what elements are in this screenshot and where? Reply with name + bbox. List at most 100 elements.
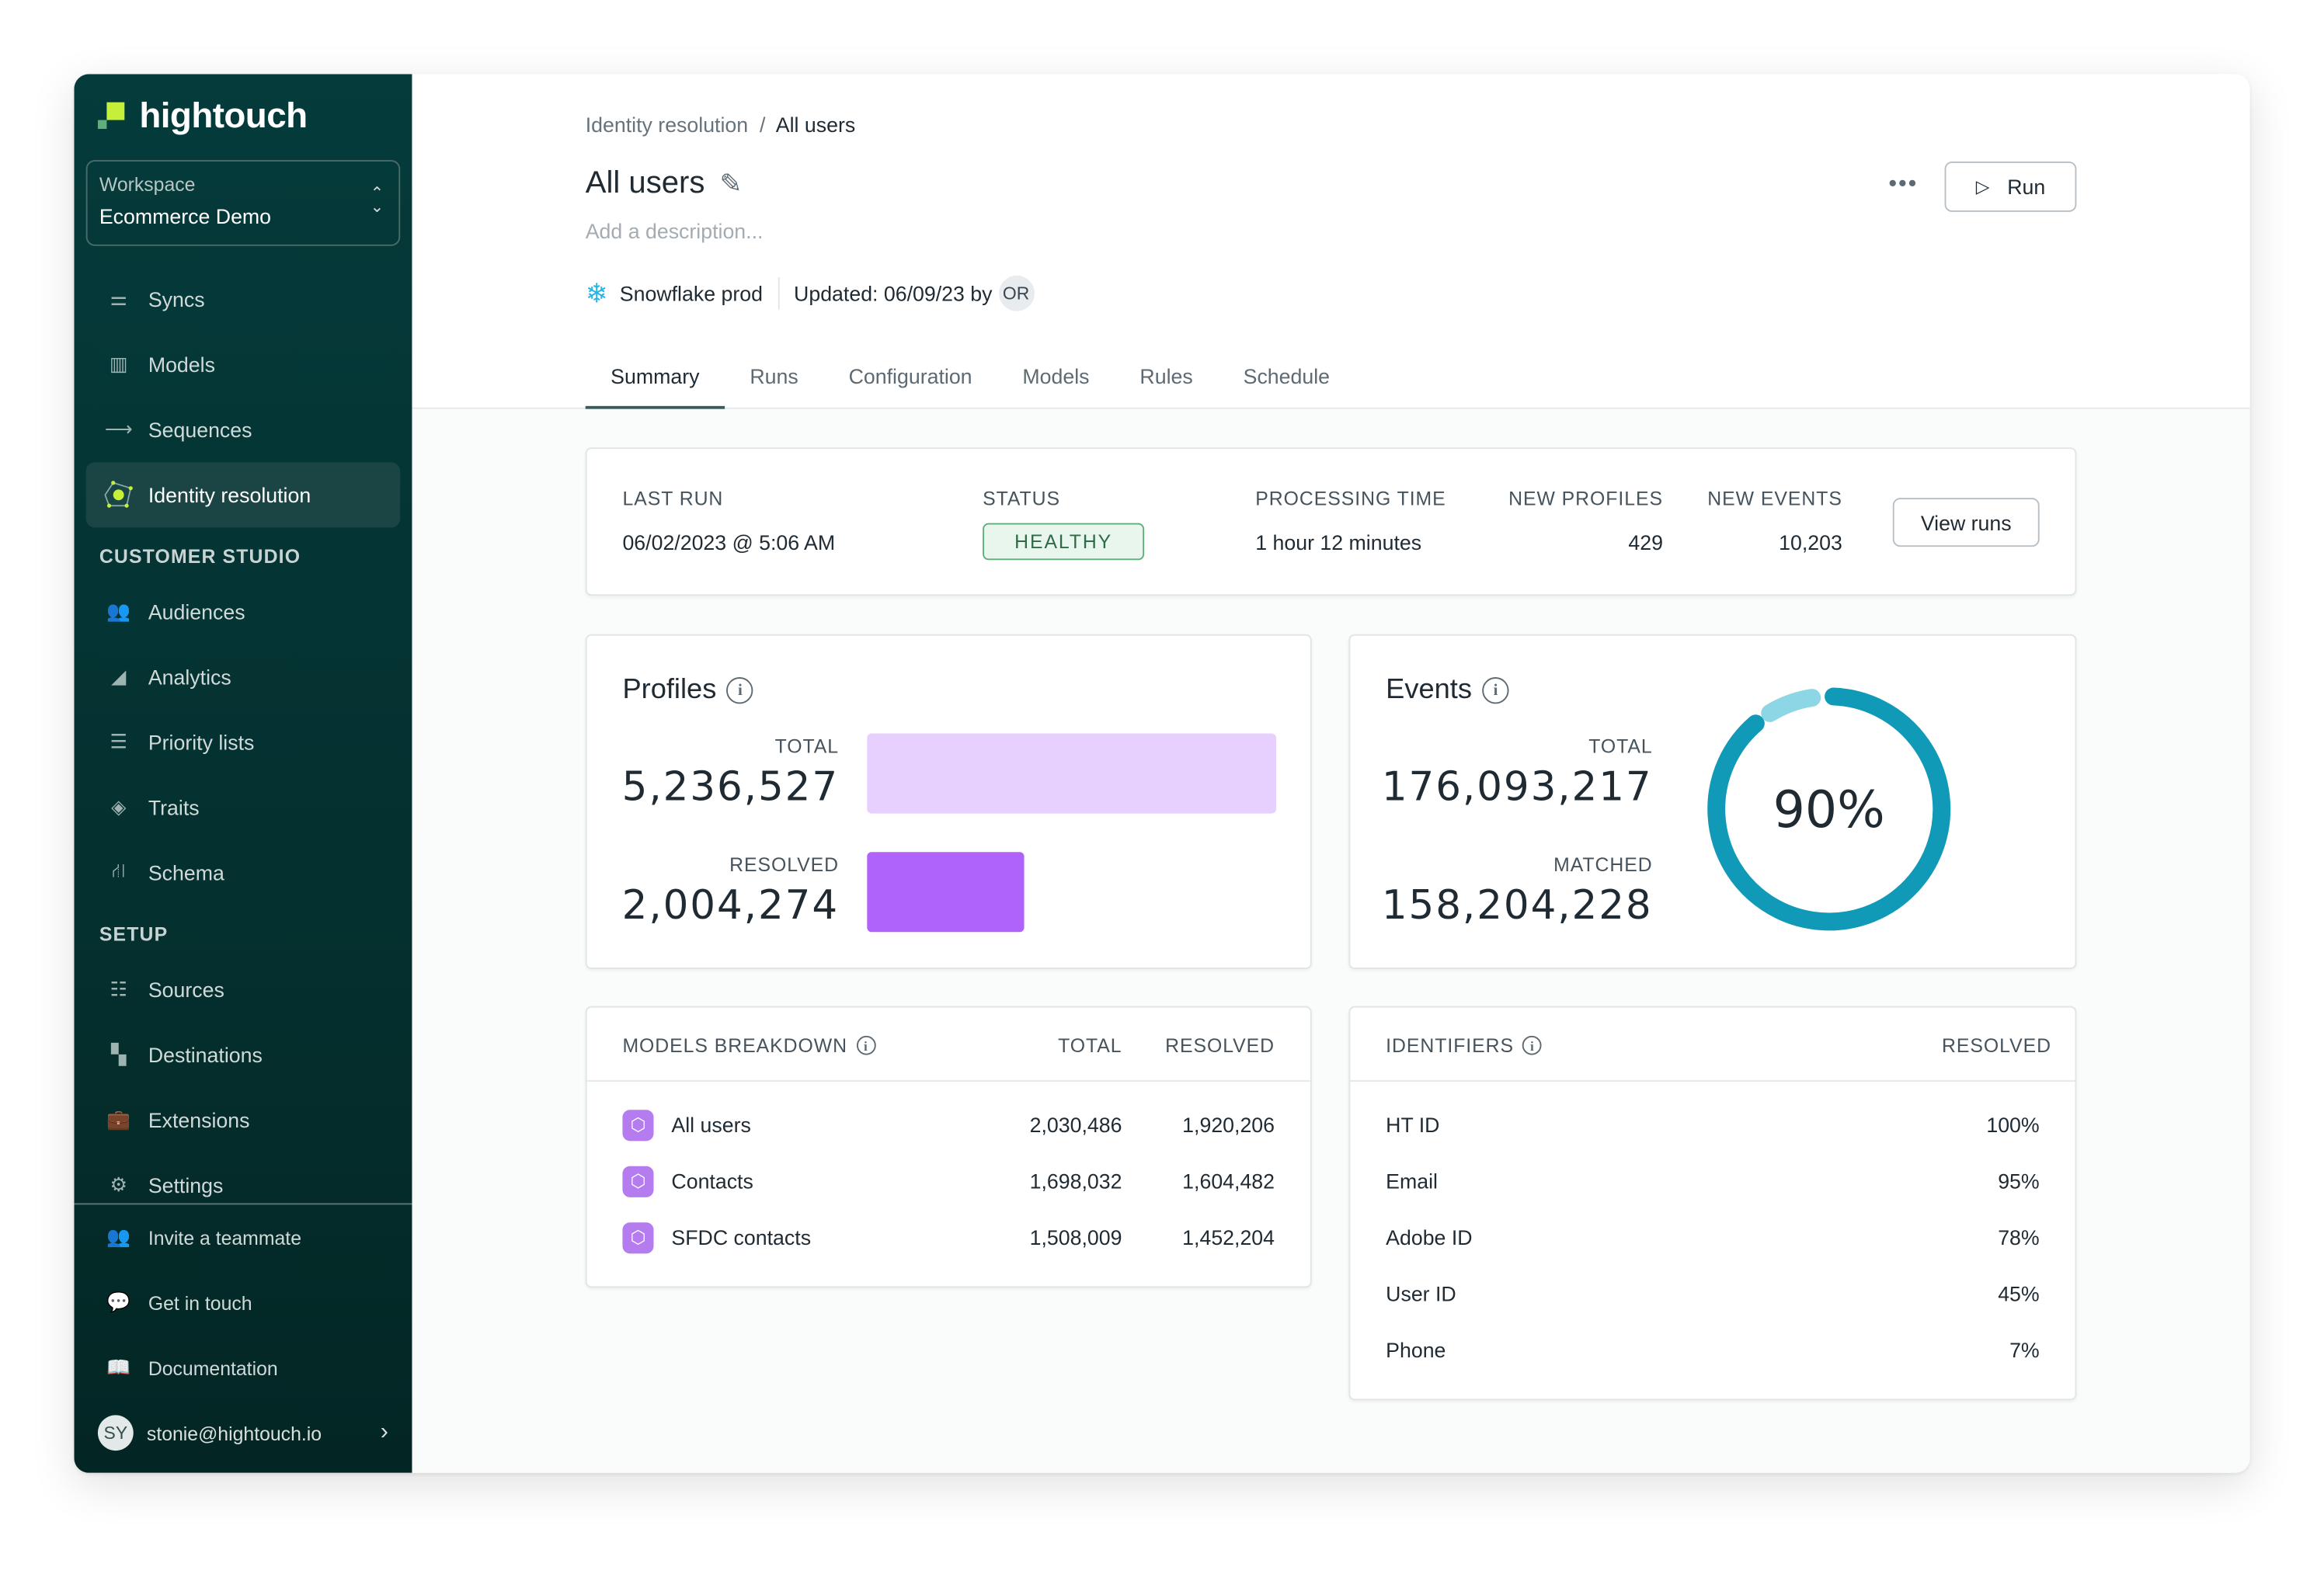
processing-time-value: 1 hour 12 minutes — [1255, 530, 1422, 554]
chevron-right-icon: › — [380, 1419, 388, 1445]
tab-rules[interactable]: Rules — [1139, 364, 1193, 388]
schema-icon: ⛙ — [111, 859, 126, 882]
events-heading: Events i — [1386, 674, 1509, 707]
sidebar-item-label: Identity resolution — [148, 483, 311, 507]
user-email: stonie@hightouch.io — [146, 1421, 322, 1444]
get-in-touch-link[interactable]: 💬 Get in touch — [74, 1270, 412, 1335]
sidebar-item-label: Traits — [148, 795, 200, 820]
identifier-name: User ID — [1386, 1281, 1456, 1306]
identifiers-card: IDENTIFIERS i RESOLVED HT ID 100% Email 95% A… — [1348, 1006, 2077, 1401]
sidebar-item-label: Destinations — [148, 1043, 263, 1067]
identifier-name: Phone — [1386, 1338, 1446, 1362]
events-matched-label: MATCHED — [1553, 853, 1653, 876]
hightouch-logo-icon — [97, 102, 127, 132]
column-header-resolved: RESOLVED — [1942, 1034, 2051, 1057]
sidebar-item-settings[interactable]: ⚙ Settings — [74, 1153, 412, 1204]
sidebar-item-sources[interactable]: ☷ Sources — [74, 957, 412, 1023]
status-label: STATUS — [983, 487, 1061, 510]
title-text: All users — [585, 165, 705, 200]
sidebar-item-syncs[interactable]: ⚌ Syncs — [74, 266, 412, 332]
sidebar-item-identity-resolution[interactable]: Identity resolution — [85, 462, 401, 528]
models-breakdown-header: MODELS BREAKDOWN i TOTAL RESOLVED — [586, 1008, 1310, 1082]
info-icon[interactable]: i — [1482, 677, 1509, 704]
breadcrumb-parent[interactable]: Identity resolution — [585, 113, 749, 137]
tab-configuration[interactable]: Configuration — [848, 364, 972, 388]
user-menu[interactable]: SY stonie@hightouch.io › — [74, 1400, 412, 1465]
description-input[interactable]: Add a description... — [585, 219, 764, 243]
identifier-row: Adobe ID 78% — [1350, 1209, 2075, 1266]
model-row[interactable]: ⬡ All users 2,030,486 1,920,206 — [587, 1096, 1310, 1153]
events-matched-value: 158,204,228 — [1381, 883, 1653, 929]
column-header-resolved: RESOLVED — [1165, 1034, 1275, 1057]
tab-summary[interactable]: Summary — [585, 349, 725, 409]
play-icon: ▷ — [1975, 176, 1990, 197]
identifier-row: HT ID 100% — [1350, 1096, 2075, 1153]
tab-runs[interactable]: Runs — [750, 364, 798, 388]
invite-teammate-link[interactable]: 👥 Invite a teammate — [74, 1204, 412, 1270]
pencil-icon[interactable]: ✎ — [719, 168, 743, 198]
sidebar-item-extensions[interactable]: 💼 Extensions — [74, 1088, 412, 1153]
events-title: Events — [1386, 674, 1473, 706]
breadcrumb-current: All users — [775, 113, 856, 137]
footer-label: Documentation — [148, 1356, 278, 1379]
avatar: SY — [97, 1415, 134, 1451]
tab-models[interactable]: Models — [1022, 364, 1090, 388]
footer-label: Invite a teammate — [148, 1226, 301, 1249]
models-breakdown-card: MODELS BREAKDOWN i TOTAL RESOLVED ⬡ All us… — [585, 1006, 1312, 1288]
sidebar-item-traits[interactable]: ◈ Traits — [74, 775, 412, 840]
app-window: hightouch Workspace Ecommerce Demo ⌃ ⌄ ⚌ S… — [74, 74, 2250, 1473]
sidebar-item-label: Schema — [148, 860, 224, 885]
brand-name: hightouch — [139, 96, 308, 137]
priority-lists-icon: ☰ — [110, 730, 127, 753]
users-icon: 👥 — [106, 1225, 131, 1248]
profiles-card: Profiles i TOTAL 5,236,527 RESOLVED 2,004… — [585, 634, 1312, 969]
sidebar: hightouch Workspace Ecommerce Demo ⌃ ⌄ ⚌ S… — [74, 74, 412, 1473]
logo[interactable]: hightouch — [74, 74, 412, 160]
model-resolved: 1,920,206 — [1182, 1113, 1275, 1137]
model-name: Contacts — [671, 1169, 753, 1194]
briefcase-icon: 💼 — [106, 1108, 131, 1131]
identifier-name: HT ID — [1386, 1113, 1440, 1137]
view-runs-button[interactable]: View runs — [1892, 498, 2040, 547]
more-options-button[interactable]: ••• — [1888, 172, 1919, 197]
book-icon: 📖 — [106, 1356, 131, 1378]
info-icon[interactable]: i — [1522, 1035, 1543, 1055]
workspace-selector[interactable]: Workspace Ecommerce Demo ⌃ ⌄ — [85, 160, 401, 246]
model-total: 1,508,009 — [1029, 1225, 1122, 1249]
identifier-name: Email — [1386, 1169, 1438, 1194]
sidebar-item-models[interactable]: ▥ Models — [74, 332, 412, 397]
source-meta: ❄ Snowflake prod Updated: 06/09/23 by OR — [586, 275, 1034, 311]
model-row[interactable]: ⬡ SFDC contacts 1,508,009 1,452,204 — [587, 1209, 1310, 1266]
sidebar-item-schema[interactable]: ⛙ Schema — [74, 840, 412, 905]
model-name: SFDC contacts — [671, 1225, 812, 1249]
info-icon[interactable]: i — [726, 677, 754, 704]
sidebar-item-analytics[interactable]: ◢ Analytics — [74, 645, 412, 710]
model-row[interactable]: ⬡ Contacts 1,698,032 1,604,482 — [587, 1153, 1310, 1210]
section-customer-studio: CUSTOMER STUDIO — [99, 545, 301, 568]
source-name[interactable]: Snowflake prod — [619, 281, 763, 306]
sidebar-item-sequences[interactable]: ⟶ Sequences — [74, 397, 412, 462]
tab-bar: Summary Runs Configuration Models Rules … — [585, 349, 1355, 409]
sidebar-item-label: Sequences — [148, 418, 252, 442]
profiles-total-label: TOTAL — [774, 735, 840, 758]
last-run-card: LAST RUN 06/02/2023 @ 5:06 AM STATUS HEA… — [585, 447, 2077, 596]
profiles-title: Profiles — [622, 674, 717, 706]
profiles-resolved-value: 2,004,274 — [621, 883, 840, 929]
model-total: 1,698,032 — [1029, 1169, 1122, 1194]
sidebar-item-priority-lists[interactable]: ☰ Priority lists — [74, 710, 412, 775]
documentation-link[interactable]: 📖 Documentation — [74, 1335, 412, 1400]
identifier-row: Email 95% — [1350, 1153, 2075, 1210]
info-icon[interactable]: i — [856, 1035, 876, 1055]
updated-text: Updated: 06/09/23 by — [794, 281, 993, 306]
events-total-label: TOTAL — [1588, 735, 1653, 758]
sidebar-item-audiences[interactable]: 👥 Audiences — [74, 579, 412, 645]
breadcrumb-separator: / — [759, 113, 766, 137]
model-resolved: 1,452,204 — [1182, 1225, 1275, 1249]
sidebar-item-destinations[interactable]: ▚ Destinations — [74, 1023, 412, 1088]
run-button[interactable]: ▷ Run — [1944, 161, 2077, 212]
tab-schedule[interactable]: Schedule — [1243, 364, 1331, 388]
model-cube-icon: ⬡ — [622, 1221, 654, 1253]
analytics-icon: ◢ — [111, 665, 127, 688]
model-cube-icon: ⬡ — [622, 1165, 654, 1197]
gear-icon: ⚙ — [110, 1173, 127, 1196]
